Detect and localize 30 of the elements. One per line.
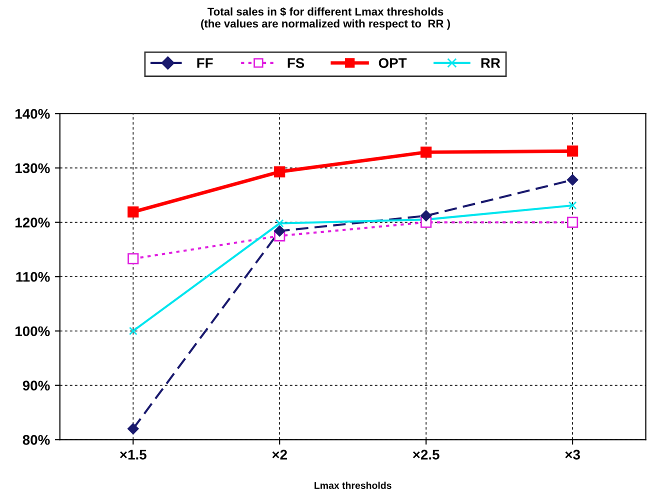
legend-label: FS xyxy=(288,58,304,68)
point xyxy=(128,423,139,434)
point xyxy=(128,326,138,336)
point xyxy=(567,146,578,157)
point xyxy=(566,174,578,186)
point xyxy=(567,216,578,228)
point xyxy=(128,253,139,264)
y-tick-label: 120% xyxy=(16,218,50,228)
point xyxy=(275,219,284,228)
point xyxy=(420,146,432,158)
point xyxy=(274,225,286,237)
legend-label: RR xyxy=(481,58,500,68)
y-tick-label: 140% xyxy=(16,108,50,119)
y-tick-label: 80% xyxy=(22,434,50,445)
y-tick-label: 130% xyxy=(16,163,50,174)
chart-title: Total sales in $ for different Lmax thresholds (the values are normalized with respect to RR ) xyxy=(201,7,450,30)
y-tick-label: 90% xyxy=(22,380,50,390)
legend-label: FF xyxy=(197,58,213,68)
x-axis-title: Lmax thresholds xyxy=(314,482,392,489)
y-tick-label: 110% xyxy=(16,272,50,282)
y-tick-label: 100% xyxy=(16,326,50,336)
x-tick-label: ×3 xyxy=(565,450,580,460)
x-tick-label: ×1.5 xyxy=(120,450,146,460)
legend-label: OPT xyxy=(378,58,407,68)
x-tick-label: ×2 xyxy=(272,450,287,460)
point xyxy=(128,206,139,218)
x-tick-label: ×2.5 xyxy=(412,450,440,460)
point xyxy=(568,201,577,210)
point xyxy=(274,166,286,178)
point xyxy=(420,210,432,222)
